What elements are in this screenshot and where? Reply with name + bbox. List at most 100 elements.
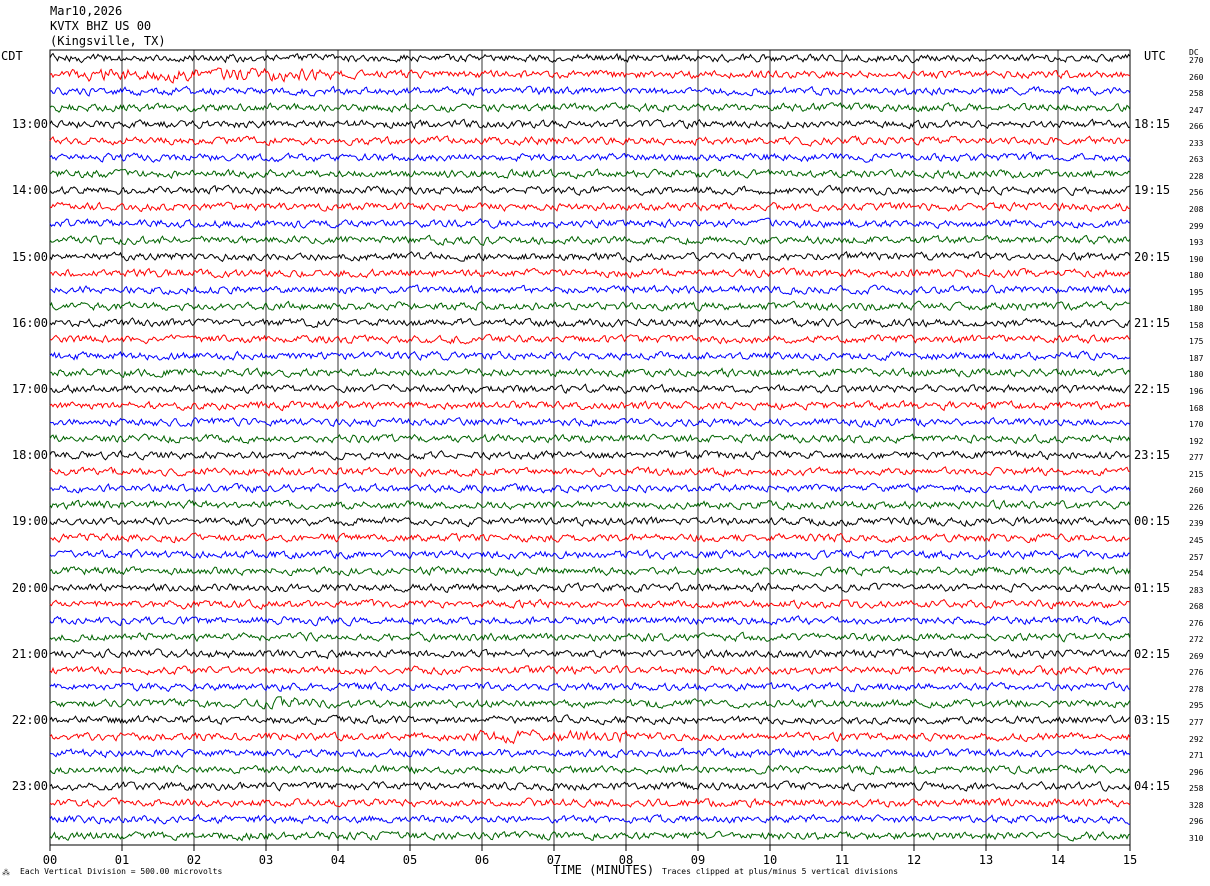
dc-offset-value: 292 bbox=[1189, 734, 1204, 744]
dc-offset-value: 175 bbox=[1189, 337, 1204, 347]
scale-note: Each Vertical Division = 500.00 microvol… bbox=[20, 867, 223, 876]
dc-offset-value: 260 bbox=[1189, 486, 1204, 496]
seismic-trace bbox=[49, 631, 1131, 643]
dc-offset-value: 187 bbox=[1189, 353, 1204, 363]
left-hour-label: 17:00 bbox=[11, 382, 48, 396]
seismic-trace bbox=[49, 813, 1131, 826]
dc-offset-value: 195 bbox=[1189, 287, 1204, 297]
dc-offset-value: 266 bbox=[1189, 122, 1204, 132]
seismic-trace bbox=[49, 267, 1131, 279]
dc-offset-value: 260 bbox=[1189, 72, 1204, 82]
dc-offset-value: 228 bbox=[1189, 171, 1204, 181]
seismic-trace bbox=[49, 582, 1131, 593]
dc-offset-value: 193 bbox=[1189, 238, 1204, 248]
x-tick-label: 11 bbox=[834, 853, 850, 867]
dc-offset-value: 257 bbox=[1189, 552, 1204, 562]
seismic-trace bbox=[49, 333, 1131, 345]
dc-offset-value: 296 bbox=[1189, 767, 1204, 777]
seismic-trace bbox=[49, 52, 1131, 64]
left-hour-label: 16:00 bbox=[11, 315, 48, 330]
dc-offset-value: 269 bbox=[1189, 651, 1204, 661]
dc-offset-value: 263 bbox=[1189, 155, 1204, 165]
right-hour-label: 19:15 bbox=[1134, 183, 1171, 198]
right-timezone-label: UTC bbox=[1144, 49, 1166, 63]
left-hour-label: 19:00 bbox=[11, 514, 48, 529]
dc-offset-value: 272 bbox=[1189, 635, 1204, 645]
seismic-trace bbox=[49, 664, 1131, 676]
dc-offset-value: 256 bbox=[1189, 188, 1204, 198]
right-hour-label: 20:15 bbox=[1134, 249, 1171, 264]
left-hour-label: 13:00 bbox=[11, 117, 48, 132]
right-hour-label: 22:15 bbox=[1134, 382, 1171, 396]
seismic-trace bbox=[49, 797, 1131, 809]
right-hour-label: 02:15 bbox=[1134, 646, 1171, 661]
seismic-trace bbox=[49, 548, 1130, 561]
x-tick-label: 15 bbox=[1122, 853, 1138, 867]
left-hour-label: 15:00 bbox=[11, 249, 48, 264]
x-tick-label: 10 bbox=[762, 853, 778, 867]
dc-offset-value: 158 bbox=[1189, 320, 1204, 330]
left-hour-label: 14:00 bbox=[11, 183, 48, 198]
seismic-trace bbox=[49, 118, 1131, 130]
dc-offset-value: 254 bbox=[1189, 569, 1204, 579]
seismic-trace bbox=[49, 250, 1131, 263]
right-hour-label: 01:15 bbox=[1134, 580, 1171, 595]
seismic-trace bbox=[49, 780, 1131, 792]
x-tick-label: 08 bbox=[618, 853, 634, 867]
right-hour-label: 21:15 bbox=[1134, 315, 1171, 330]
seismic-trace bbox=[49, 184, 1131, 196]
plot-date: Mar10,2026 bbox=[50, 4, 123, 18]
dc-offset-value: 268 bbox=[1189, 602, 1204, 612]
x-tick-label: 06 bbox=[474, 853, 490, 867]
dc-offset-value: 276 bbox=[1189, 618, 1204, 628]
seismic-trace bbox=[49, 367, 1131, 378]
dc-offset-header: DC bbox=[1189, 48, 1199, 57]
seismic-trace bbox=[49, 747, 1131, 759]
seismic-trace bbox=[49, 696, 1131, 710]
logo-mark: ⁂ bbox=[2, 868, 10, 877]
right-hour-label: 00:15 bbox=[1134, 514, 1171, 529]
right-hour-label: 04:15 bbox=[1134, 779, 1171, 794]
dc-offset-value: 239 bbox=[1189, 519, 1204, 529]
x-tick-label: 05 bbox=[402, 853, 418, 867]
x-tick-label: 13 bbox=[978, 853, 994, 867]
plot-frame bbox=[49, 49, 1131, 846]
dc-offset-value: 258 bbox=[1189, 784, 1204, 794]
clip-note: Traces clipped at plus/minus 5 vertical … bbox=[662, 867, 899, 876]
seismic-trace bbox=[49, 433, 1131, 445]
x-tick-label: 12 bbox=[906, 853, 922, 867]
x-tick-label: 07 bbox=[546, 853, 562, 867]
seismic-trace bbox=[49, 135, 1131, 147]
seismic-trace bbox=[49, 681, 1131, 693]
x-tick-label: 14 bbox=[1050, 853, 1066, 867]
dc-offset-value: 258 bbox=[1189, 89, 1204, 99]
seismic-trace bbox=[49, 830, 1131, 842]
dc-offset-value: 271 bbox=[1189, 751, 1204, 761]
dc-offset-value: 310 bbox=[1189, 833, 1204, 843]
seismic-trace bbox=[49, 151, 1131, 163]
x-tick-label: 03 bbox=[258, 853, 274, 867]
seismic-trace bbox=[49, 85, 1131, 97]
seismic-trace bbox=[49, 300, 1130, 312]
right-hour-label: 18:15 bbox=[1134, 117, 1171, 132]
dc-offset-value: 208 bbox=[1189, 204, 1204, 214]
right-hour-label: 03:15 bbox=[1134, 713, 1171, 727]
seismic-trace bbox=[49, 217, 1131, 230]
seismic-trace bbox=[49, 598, 1131, 610]
seismic-trace bbox=[49, 284, 1131, 296]
right-hour-label: 23:15 bbox=[1134, 448, 1171, 463]
dc-offset-value: 277 bbox=[1189, 718, 1204, 727]
x-tick-label: 01 bbox=[114, 853, 130, 867]
dc-offset-value: 247 bbox=[1189, 105, 1204, 115]
seismic-trace bbox=[49, 449, 1131, 461]
dc-offset-value: 180 bbox=[1189, 370, 1204, 380]
seismic-trace bbox=[49, 400, 1131, 412]
dc-offset-value: 276 bbox=[1189, 668, 1204, 678]
seismic-trace bbox=[49, 317, 1131, 329]
dc-offset-value: 170 bbox=[1189, 420, 1204, 430]
station-location: (Kingsville, TX) bbox=[50, 34, 166, 48]
dc-offset-value: 283 bbox=[1189, 585, 1204, 595]
dc-offset-value: 168 bbox=[1189, 403, 1204, 413]
left-hour-label: 23:00 bbox=[11, 779, 48, 794]
